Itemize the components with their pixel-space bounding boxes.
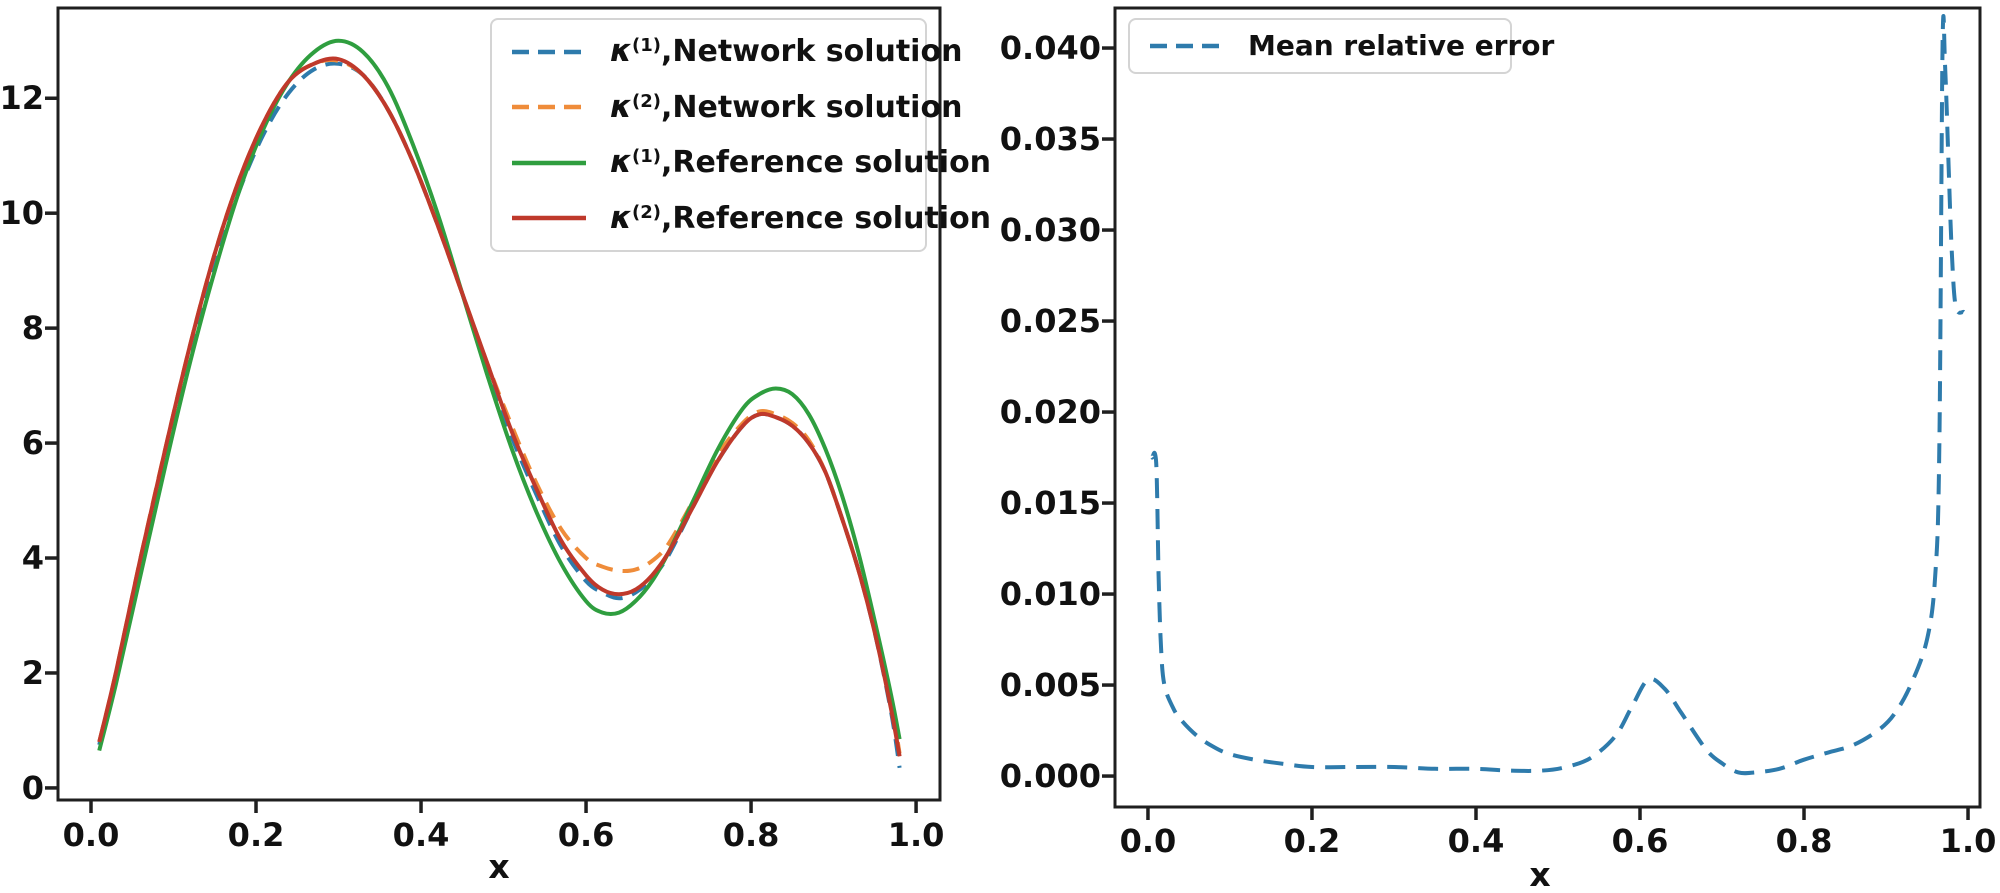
y-tick-label: 0.030 xyxy=(1000,211,1101,249)
x-ticks: 0.0 0.2 0.4 0.6 0.8 1.0 xyxy=(63,800,945,854)
x-tick-label: 0.4 xyxy=(393,816,450,854)
y-tick-label: 0.025 xyxy=(1000,302,1101,340)
legend-item: Mean relative error xyxy=(1140,32,1554,60)
series-curve xyxy=(97,56,902,757)
series-curve xyxy=(97,58,902,754)
y-tick-label: 0 xyxy=(22,769,44,807)
y-tick-label: 2 xyxy=(22,654,44,692)
dashed-line-sample xyxy=(512,49,586,54)
y-tick-label: 0.000 xyxy=(1000,757,1101,795)
right-chart: 0.0 0.2 0.4 0.6 0.8 1.00.0000.0050.0100.0150.… xyxy=(1000,6,1997,860)
legend-label: κ(1),Network solution xyxy=(610,33,963,70)
y-ticks: 0.000 0.005 0.010 0.015 0.020 0.025 0.030 0.035… xyxy=(1000,29,1115,795)
x-tick-label: 0.4 xyxy=(1448,822,1505,860)
plot-box xyxy=(1113,6,1982,809)
right-x-axis-label: x xyxy=(1529,855,1550,893)
legend-item: κ(2),Network solution xyxy=(502,91,962,123)
x-tick-label: 0.2 xyxy=(228,816,285,854)
legend-item: κ(2),Reference solution xyxy=(502,202,991,234)
plot-box xyxy=(56,6,942,802)
x-tick-label: 0.2 xyxy=(1284,822,1341,860)
x-tick-label: 1.0 xyxy=(888,816,945,854)
legend-item: κ(1),Network solution xyxy=(502,36,962,67)
y-tick-label: 12 xyxy=(0,79,44,117)
x-ticks: 0.0 0.2 0.4 0.6 0.8 1.0 xyxy=(1120,807,1997,860)
y-tick-label: 8 xyxy=(22,309,44,347)
solid-line-sample xyxy=(512,216,586,221)
y-tick-label: 0.005 xyxy=(1000,666,1101,704)
y-tick-label: 0.015 xyxy=(1000,484,1101,522)
legend-label: Mean relative error xyxy=(1248,29,1555,62)
legend-item: κ(1),Reference solution xyxy=(502,147,991,178)
dashed-line-sample xyxy=(1150,43,1224,49)
y-tick-label: 10 xyxy=(0,194,44,232)
x-tick-label: 0.8 xyxy=(723,816,780,854)
legend-label: κ(2),Network solution xyxy=(610,88,963,125)
y-tick-label: 0.010 xyxy=(1000,575,1101,613)
x-tick-label: 0.8 xyxy=(1776,822,1833,860)
left-chart: 0.0 0.2 0.4 0.6 0.8 1.0 0 2 4 6 8 10 12 xyxy=(0,6,945,854)
series-curve xyxy=(1150,13,1966,776)
x-tick-label: 0.0 xyxy=(63,816,120,854)
x-tick-label: 0.6 xyxy=(1612,822,1669,860)
y-tick-label: 0.040 xyxy=(1000,29,1101,67)
dashed-line-sample xyxy=(512,105,586,110)
y-tick-label: 0.020 xyxy=(1000,393,1101,431)
x-tick-label: 0.6 xyxy=(558,816,615,854)
left-legend: κ(1),Network solution κ(2),Network soluti… xyxy=(490,18,991,252)
legend-label: κ(1),Reference solution xyxy=(610,144,992,181)
left-x-axis-label: x xyxy=(488,847,509,886)
x-tick-label: 0.0 xyxy=(1120,822,1177,860)
right-legend: Mean relative error xyxy=(1128,18,1554,74)
x-tick-label: 1.0 xyxy=(1940,822,1997,860)
y-ticks: 0 2 4 6 8 10 12 xyxy=(0,79,58,807)
y-tick-label: 4 xyxy=(22,539,44,577)
y-tick-label: 6 xyxy=(22,424,44,462)
y-tick-label: 0.035 xyxy=(1000,120,1101,158)
series-curve xyxy=(97,38,902,752)
legend-label: κ(2),Reference solution xyxy=(610,199,992,236)
solid-line-sample xyxy=(512,160,586,165)
